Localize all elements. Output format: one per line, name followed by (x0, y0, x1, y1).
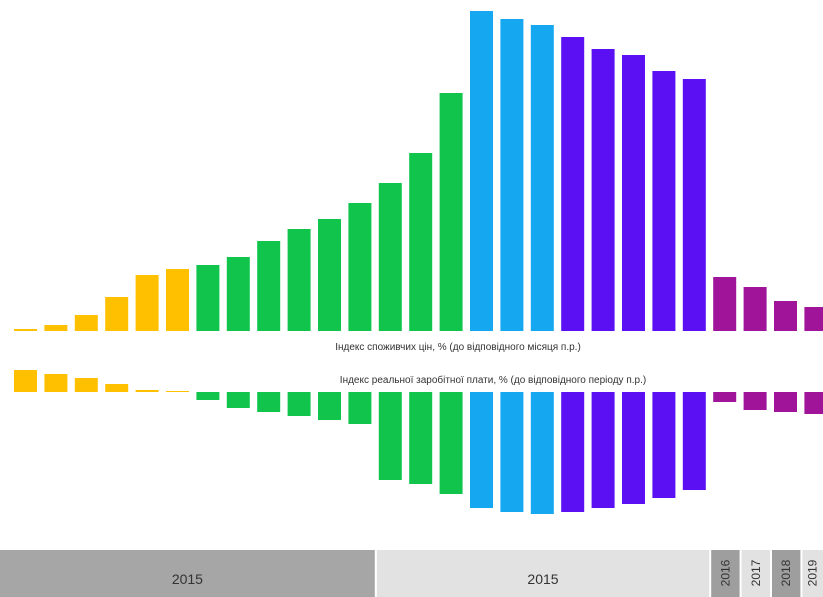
cpi-bar (409, 153, 433, 331)
cpi-bar (713, 277, 737, 331)
wage-bar (287, 392, 311, 416)
cpi-bar (378, 183, 402, 331)
period-label: 2018 (779, 559, 793, 586)
period-label: 2016 (718, 559, 732, 586)
wage-bar (530, 392, 554, 514)
wage-bar (804, 392, 823, 414)
wage-bar (166, 391, 189, 392)
cpi-bar (14, 329, 37, 331)
wage-bar (561, 392, 585, 512)
cpi-bar (682, 79, 706, 331)
wage-bar (774, 392, 797, 412)
wage-series-label: Індекс реальної заробітної плати, % (до … (340, 374, 646, 386)
cpi-bar (287, 229, 311, 331)
cpi-bar (530, 25, 554, 331)
period-band (772, 550, 801, 597)
wage-bar (378, 392, 402, 480)
period-label: 2017 (749, 559, 763, 586)
period-band (376, 550, 710, 597)
cpi-bar (226, 257, 250, 331)
cpi-bar (135, 275, 159, 331)
cpi-bar (196, 265, 220, 331)
cpi-bar (470, 11, 493, 331)
wage-bar (743, 392, 767, 410)
period-bands: 2015 2015 2016 2017 2018 2019 (0, 550, 823, 597)
wage-bar (135, 390, 159, 392)
wage-bar (14, 370, 37, 392)
period-label: 2015 (527, 571, 558, 587)
wage-bar (470, 392, 493, 508)
wage-bar (622, 392, 645, 504)
wage-bar (196, 392, 220, 400)
period-label: 2019 (806, 559, 820, 586)
wage-bar (318, 392, 341, 420)
cpi-bar (166, 269, 189, 331)
wage-bar (682, 392, 706, 490)
wage-bar (105, 384, 129, 392)
wage-bar (226, 392, 250, 408)
cpi-bar (439, 93, 463, 331)
cpi-bars (14, 11, 823, 331)
wage-bar (44, 374, 68, 392)
period-band (802, 550, 823, 597)
cpi-bar (804, 307, 823, 331)
cpi-bar (74, 315, 98, 331)
cpi-bar (348, 203, 372, 331)
wage-bar (257, 392, 281, 412)
period-label: 2015 (172, 571, 203, 587)
cpi-bar (44, 325, 68, 331)
cpi-bar (652, 71, 676, 331)
cpi-series-label: Індекс споживчих цін, % (до відповідного… (335, 342, 581, 353)
wage-bar (74, 378, 98, 392)
wage-bar (439, 392, 463, 494)
wage-bars (14, 370, 823, 514)
wage-bar (500, 392, 524, 512)
cpi-bar (743, 287, 767, 331)
cpi-bar (105, 297, 129, 331)
period-band (0, 550, 375, 597)
cpi-bar (622, 55, 645, 331)
wage-bar (652, 392, 676, 498)
cpi-bar (257, 241, 281, 331)
wage-bar (409, 392, 433, 484)
period-band (741, 550, 770, 597)
period-band (711, 550, 740, 597)
wage-bar (591, 392, 615, 508)
wage-bar (348, 392, 372, 424)
cpi-bar (591, 49, 615, 331)
cpi-bar (774, 301, 797, 331)
cpi-bar (561, 37, 585, 331)
cpi-bar (318, 219, 341, 331)
wage-bar (713, 392, 737, 402)
cpi-bar (500, 19, 524, 331)
